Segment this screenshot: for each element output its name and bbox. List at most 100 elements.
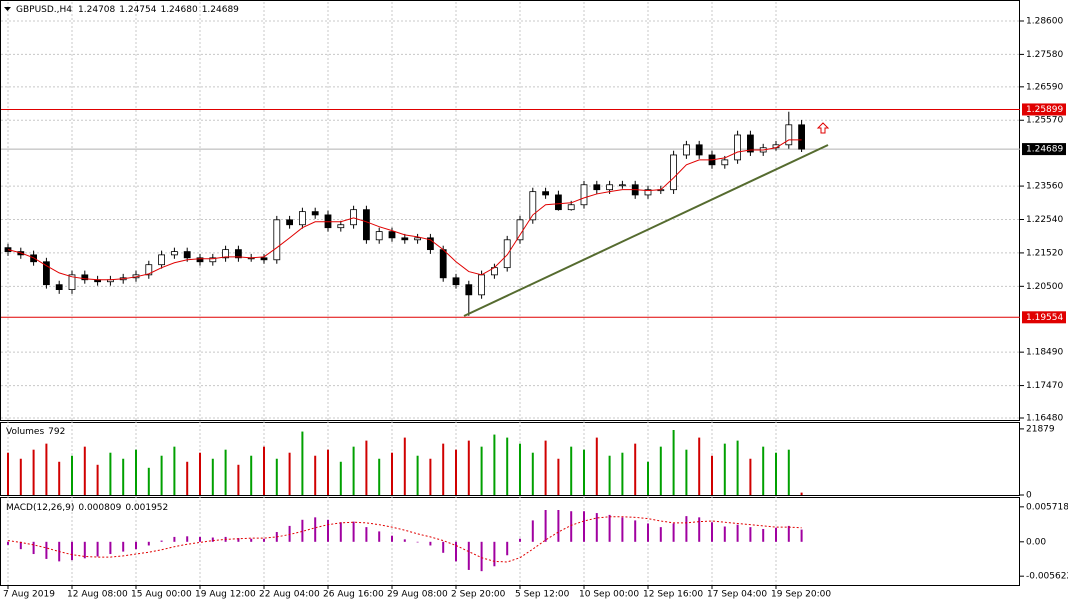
macd-signal-line — [7, 516, 802, 563]
y-tick-label: 1.26590 — [1026, 82, 1063, 92]
y-tick-label: 0.00 — [1026, 537, 1046, 547]
header: GBPUSD.,H4 1.24708 1.24754 1.24680 1.24689 — [16, 5, 239, 15]
candle-body — [785, 124, 793, 146]
y-tick-label: -0.005622 — [1026, 572, 1068, 582]
ohlc-high: 1.24754 — [119, 5, 156, 15]
candle-body — [311, 211, 319, 216]
y-tick-label: 1.18490 — [1026, 348, 1063, 358]
candle-body — [580, 184, 588, 206]
candle-body — [567, 204, 575, 211]
y-tick-label: 1.17470 — [1026, 381, 1063, 391]
candle-body — [555, 194, 562, 211]
candle-body — [542, 191, 549, 196]
candle-body — [414, 237, 422, 241]
macd-header: MACD(12,26,9) 0.000809 0.001952 — [6, 503, 168, 513]
volume-panel — [0, 422, 1020, 496]
menu-triangle — [4, 7, 11, 11]
y-tick-label: 1.25570 — [1026, 116, 1063, 126]
candle-body — [503, 239, 511, 269]
macd-title: MACD(12,26,9) — [6, 503, 74, 513]
candle-body — [439, 249, 447, 279]
x-tick-label: 12 Aug 08:00 — [67, 590, 128, 600]
candle-body — [388, 231, 396, 239]
level-label: 1.19554 — [1026, 313, 1063, 323]
candle-body — [747, 134, 754, 153]
candle-body — [222, 249, 230, 259]
y-tick-label: 1.21520 — [1026, 248, 1063, 258]
y-tick-label: 1.28600 — [1026, 16, 1063, 26]
ohlc-open: 1.24708 — [78, 5, 115, 15]
candle-body — [426, 237, 434, 251]
current-price-label: 1.24689 — [1026, 145, 1063, 155]
candle-body — [465, 284, 473, 296]
volume-title: Volumes — [6, 427, 44, 437]
moving-average — [7, 139, 802, 281]
level-label-box — [1022, 311, 1066, 324]
candle-body — [286, 219, 294, 226]
candle-body — [209, 257, 217, 263]
candle-body — [234, 249, 242, 259]
candle-body — [81, 274, 89, 281]
candle-body — [298, 211, 306, 226]
x-tick-label: 5 Sep 12:00 — [515, 590, 570, 600]
y-tick-label: 1.16480 — [1026, 414, 1063, 424]
x-tick-label: 19 Sep 20:00 — [771, 590, 831, 600]
volume-current: 792 — [48, 427, 65, 437]
candle-body — [158, 254, 166, 266]
candle-body — [734, 134, 741, 161]
y-tick-label: 1.22540 — [1026, 215, 1063, 225]
candle-body — [145, 264, 153, 276]
candle-body — [721, 159, 729, 166]
candle-body — [260, 257, 268, 261]
x-tick-label: 22 Aug 04:00 — [259, 590, 320, 600]
x-tick-label: 26 Aug 16:00 — [323, 590, 384, 600]
x-tick-label: 2 Sep 20:00 — [451, 590, 506, 600]
x-tick-label: 15 Aug 00:00 — [131, 590, 192, 600]
buy-arrow — [816, 122, 830, 134]
candle-body — [606, 184, 613, 191]
candle-body — [593, 184, 601, 191]
plot — [4, 111, 805, 572]
candle-body — [68, 274, 76, 290]
candle-body — [478, 274, 486, 296]
candle-body — [619, 184, 626, 187]
candle-body — [170, 251, 178, 256]
candle-body — [350, 209, 358, 226]
ohlc-close: 1.24689 — [202, 5, 239, 15]
candle-body — [452, 277, 460, 286]
macd-signal: 0.001952 — [125, 503, 168, 513]
y-tick-label: 0 — [1026, 491, 1032, 501]
candle-body — [362, 209, 370, 241]
candle-body — [55, 284, 63, 290]
volume-header: Volumes 792 — [6, 427, 65, 437]
candle-body — [337, 224, 345, 229]
candle-body — [273, 219, 281, 261]
ohlc-low: 1.24680 — [160, 5, 197, 15]
y-tick-label: 1.20500 — [1026, 282, 1063, 292]
current-price-box — [1022, 143, 1066, 156]
candle-body — [43, 261, 50, 286]
candle-body — [529, 191, 537, 221]
candle-body — [695, 144, 703, 156]
x-tick-label: 10 Sep 00:00 — [579, 590, 639, 600]
panel-frames — [0, 0, 1020, 586]
candle-body — [401, 237, 409, 241]
symbol: GBPUSD.,H4 — [16, 5, 72, 15]
trend-line — [463, 144, 829, 317]
candle-body — [375, 231, 383, 241]
y-tick-label: 1.27580 — [1026, 50, 1063, 60]
x-tick-label: 19 Aug 12:00 — [195, 590, 256, 600]
x-tick-label: 17 Sep 04:00 — [707, 590, 767, 600]
macd-main: 0.000809 — [78, 503, 121, 513]
candle-body — [516, 219, 524, 241]
candle-body — [196, 257, 204, 263]
candle-body — [683, 144, 690, 156]
level-label: 1.25899 — [1026, 105, 1063, 115]
y-tick-label: 1.23560 — [1026, 182, 1063, 192]
macd-panel — [0, 497, 1020, 586]
price-panel — [0, 0, 1020, 421]
x-tick-label: 12 Sep 16:00 — [643, 590, 703, 600]
